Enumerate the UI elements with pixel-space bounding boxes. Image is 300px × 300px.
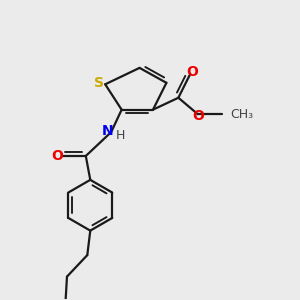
Text: S: S: [94, 76, 103, 90]
Text: N: N: [102, 124, 113, 138]
Text: O: O: [52, 149, 63, 163]
Text: H: H: [116, 129, 125, 142]
Text: O: O: [192, 109, 204, 123]
Text: CH₃: CH₃: [230, 108, 253, 121]
Text: O: O: [186, 65, 198, 80]
